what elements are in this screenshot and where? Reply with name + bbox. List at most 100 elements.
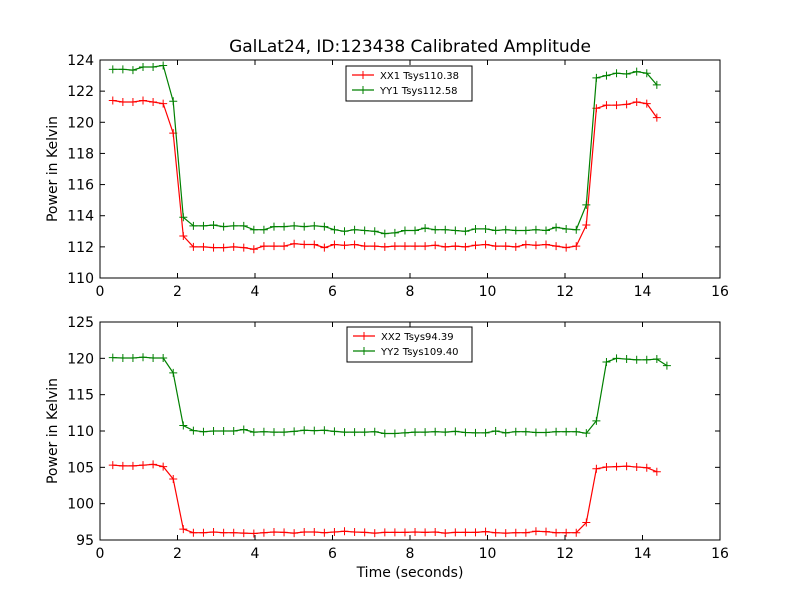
x-tick-label: 10 [479,546,497,562]
data-point-marker [511,528,520,537]
data-point-marker [229,242,238,251]
data-point-marker [330,427,339,436]
data-point-marker [320,222,329,231]
data-point-marker [582,200,591,209]
data-point-marker [421,242,430,251]
data-point-marker [481,240,490,249]
data-point-marker [179,213,188,222]
y-tick-label: 114 [67,209,94,225]
y-tick-label: 120 [67,115,94,131]
data-point-marker [199,528,208,537]
data-point-marker [290,221,299,230]
data-point-marker [128,353,137,362]
data-point-marker [380,242,389,251]
data-point-marker [451,528,460,537]
data-point-marker [269,528,278,537]
series-2 [108,61,661,238]
data-point-marker [652,80,661,89]
y-tick-label: 122 [67,84,94,100]
data-point-marker [531,527,540,536]
y-tick-label: 112 [67,240,94,256]
bottom-chart-panel: 0 2 4 6 8 10 12 14 16 95 100 105 110 115 120 125 Power i… [45,315,729,581]
data-point-marker [592,416,601,425]
data-point-marker [219,427,228,435]
data-point-marker [330,240,339,249]
data-point-marker [481,527,490,536]
legend-entry-label: YY2 Tsys109.40 [380,347,459,358]
data-point-marker [280,242,289,251]
data-point-marker [441,428,450,437]
data-point-marker [259,528,268,537]
data-point-marker [612,101,621,110]
y-tick-label: 95 [76,533,94,549]
data-point-marker [552,223,561,232]
data-point-marker [642,99,651,108]
data-point-marker [380,528,389,537]
x-tick-label: 14 [634,546,652,562]
x-tick-label: 16 [711,284,729,300]
data-point-marker [118,65,127,74]
data-point-marker [572,225,581,234]
legend-box [346,326,473,363]
data-point-marker [390,429,399,438]
x-tick-label: 16 [711,546,729,562]
data-point-marker [108,96,117,105]
data-point-marker [441,225,450,234]
data-point-marker [501,529,510,538]
data-point-marker [612,69,621,78]
data-point-marker [491,427,500,435]
data-point-marker [340,241,349,250]
data-point-marker [431,528,440,537]
data-point-marker [471,224,480,233]
data-point-marker [642,355,651,364]
data-point-marker [370,427,379,436]
data-point-marker [411,226,420,235]
data-point-marker [310,528,319,537]
x-tick-label: 2 [173,284,182,300]
x-tick-label: 2 [173,546,182,562]
data-point-marker [632,355,641,364]
data-point-marker [451,226,460,235]
data-point-marker [128,461,137,470]
data-point-marker [562,528,571,537]
data-point-marker [350,528,359,537]
data-point-marker [108,353,117,362]
series-1 [108,460,661,538]
data-point-marker [582,221,591,230]
data-point-marker [602,101,611,110]
data-point-marker [149,353,158,362]
data-point-marker [511,226,520,235]
data-point-marker [179,421,188,430]
data-point-marker [582,429,591,438]
data-point-marker [471,241,480,250]
data-point-marker [652,113,661,122]
data-point-marker [189,242,198,251]
data-point-marker [411,242,420,251]
data-point-marker [219,528,228,537]
data-point-marker [491,528,500,537]
data-point-marker [280,528,289,537]
data-point-marker [149,98,158,107]
data-point-marker [199,427,208,436]
data-point-marker [149,460,158,469]
data-point-marker [642,69,651,78]
data-point-marker [622,462,631,471]
data-point-marker [290,239,299,248]
data-point-marker [139,353,148,362]
x-tick-label: 12 [556,284,574,300]
data-point-marker [652,355,661,364]
data-point-marker [602,357,611,366]
data-point-marker [350,225,359,234]
data-point-marker [521,240,530,249]
data-point-marker [189,528,198,537]
data-point-marker [259,225,268,234]
data-point-marker [461,528,470,537]
data-point-marker [491,226,500,235]
data-point-marker [169,474,178,483]
data-point-marker [199,242,208,251]
x-tick-label: 14 [634,284,652,300]
data-point-marker [552,427,561,436]
data-point-marker [491,242,500,251]
data-point-marker [269,242,278,251]
